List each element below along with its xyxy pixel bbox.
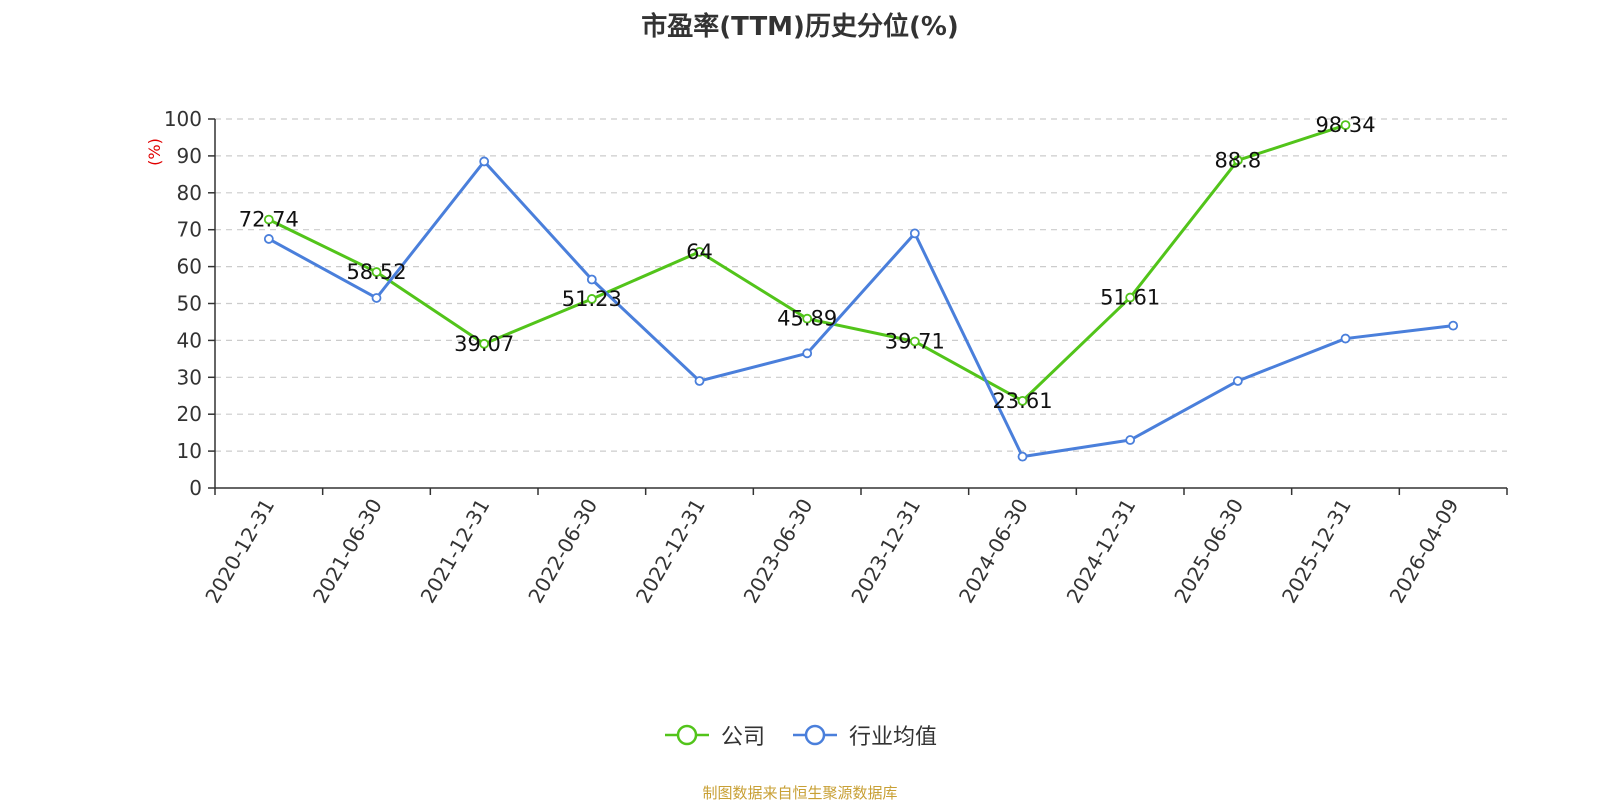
legend-label: 公司 xyxy=(720,725,765,750)
y-tick-label: 30 xyxy=(177,365,202,389)
data-point-1 xyxy=(1017,451,1028,462)
data-point-1 xyxy=(1448,320,1459,331)
data-label: 51.61 xyxy=(1100,286,1160,310)
y-tick-label: 40 xyxy=(177,328,202,352)
x-tick-label: 2022-06-30 xyxy=(523,495,602,608)
x-tick-label: 2021-12-31 xyxy=(416,494,495,607)
data-point-1 xyxy=(694,376,705,386)
data-point-0 xyxy=(1125,292,1136,303)
y-tick-label: 60 xyxy=(177,255,202,279)
data-point-0 xyxy=(263,214,274,225)
legend-label: 行业均值 xyxy=(849,725,938,750)
y-tick-label: 0 xyxy=(189,476,202,500)
x-tick-label: 2023-06-30 xyxy=(739,495,818,608)
data-label: 98.34 xyxy=(1315,113,1375,137)
x-tick-label: 2025-12-31 xyxy=(1277,495,1356,608)
data-label: 72.74 xyxy=(239,208,299,232)
legend: 公司 行业均值 xyxy=(0,720,1600,750)
x-tick-label: 2024-06-30 xyxy=(954,495,1033,608)
data-point-0 xyxy=(909,336,920,347)
data-point-1 xyxy=(909,228,920,239)
y-tick-label: 20 xyxy=(177,402,202,426)
x-tick-label: 2022-12-31 xyxy=(631,495,710,608)
data-point-1 xyxy=(586,274,597,285)
data-point-1 xyxy=(1125,435,1136,445)
data-point-1 xyxy=(1232,376,1243,386)
x-tick-label: 2020-12-31 xyxy=(200,495,279,608)
x-tick-label: 2025-06-30 xyxy=(1169,495,1248,608)
x-tick-label: 2021-06-30 xyxy=(308,495,387,608)
y-tick-label: 100 xyxy=(164,107,202,131)
data-label: 51.23 xyxy=(562,287,622,311)
chart-title: 市盈率(TTM)历史分位(%) xyxy=(641,12,959,42)
data-point-1 xyxy=(1340,333,1351,344)
y-axis-label: (%) xyxy=(145,138,164,166)
data-label: 23.61 xyxy=(992,389,1052,413)
y-tick-label: 90 xyxy=(177,144,202,168)
data-point-1 xyxy=(371,293,382,303)
data-point-1 xyxy=(802,348,813,359)
data-point-0 xyxy=(479,338,490,349)
source-note: 制图数据来自恒生聚源数据库 xyxy=(702,784,898,802)
x-tick-label: 2023-12-31 xyxy=(846,494,925,607)
series-line-1 xyxy=(268,159,1454,459)
y-tick-label: 50 xyxy=(177,292,202,316)
legend-item[interactable]: 公司 xyxy=(663,719,765,751)
y-tick-label: 10 xyxy=(177,439,202,463)
data-point-0 xyxy=(371,267,382,277)
legend-line-circle-icon xyxy=(793,724,837,746)
legend-line-circle-icon xyxy=(664,724,709,746)
series-line-0 xyxy=(268,123,1346,403)
data-label: 64 xyxy=(686,240,713,264)
data-point-0 xyxy=(1340,120,1351,131)
data-point-0 xyxy=(1017,395,1028,406)
data-point-0 xyxy=(802,313,813,324)
data-label: 39.07 xyxy=(454,332,514,356)
data-label: 45.89 xyxy=(777,307,837,331)
data-point-1 xyxy=(263,234,274,244)
y-tick-label: 80 xyxy=(177,181,202,205)
y-tick-label: 70 xyxy=(177,218,202,242)
x-tick-label: 2026-04-09 xyxy=(1385,495,1464,608)
data-label: 88.8 xyxy=(1214,148,1261,172)
data-label: 58.52 xyxy=(346,260,406,284)
data-point-1 xyxy=(479,156,490,167)
data-point-0 xyxy=(1232,155,1243,166)
x-tick-label: 2024-12-31 xyxy=(1062,495,1141,608)
legend-item[interactable]: 行业均值 xyxy=(791,719,937,751)
data-label: 39.71 xyxy=(885,329,945,353)
data-point-0 xyxy=(694,246,705,257)
data-point-0 xyxy=(586,294,597,304)
